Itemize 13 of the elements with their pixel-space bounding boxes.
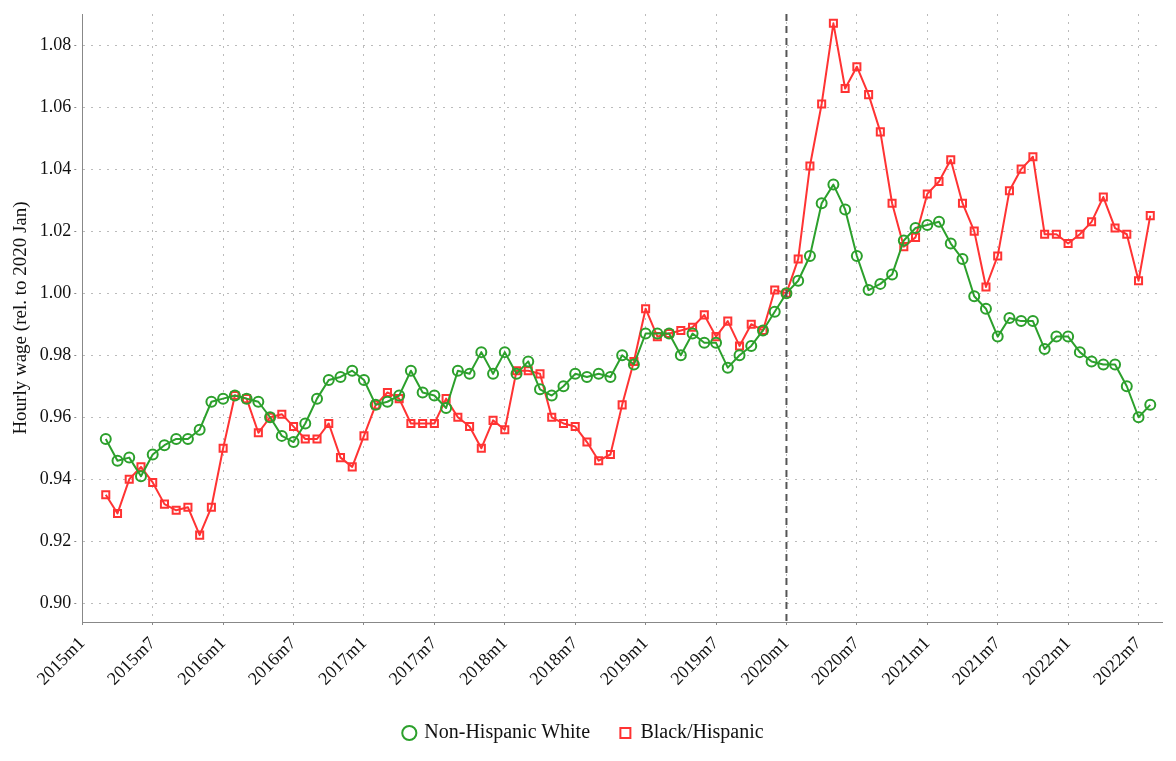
y-tick-label: 1.00: [39, 281, 72, 302]
y-tick-label: 0.94: [39, 468, 72, 489]
y-tick-label: 1.04: [39, 157, 72, 178]
legend-label: Non-Hispanic White: [424, 720, 591, 744]
y-tick-label: 0.96: [39, 406, 72, 426]
y-tick-label: 0.92: [39, 530, 72, 551]
y-tick-label: 0.98: [39, 343, 72, 364]
legend-label: Black/Hispanic: [640, 720, 764, 744]
y-tick-label: 1.02: [39, 219, 72, 240]
y-tick-label: 0.90: [39, 592, 72, 613]
y-tick-label: 1.06: [39, 95, 72, 116]
y-tick-label: 1.08: [39, 33, 72, 54]
y-axis-title: Hourly wage (rel. to 2020 Jan): [9, 201, 32, 435]
